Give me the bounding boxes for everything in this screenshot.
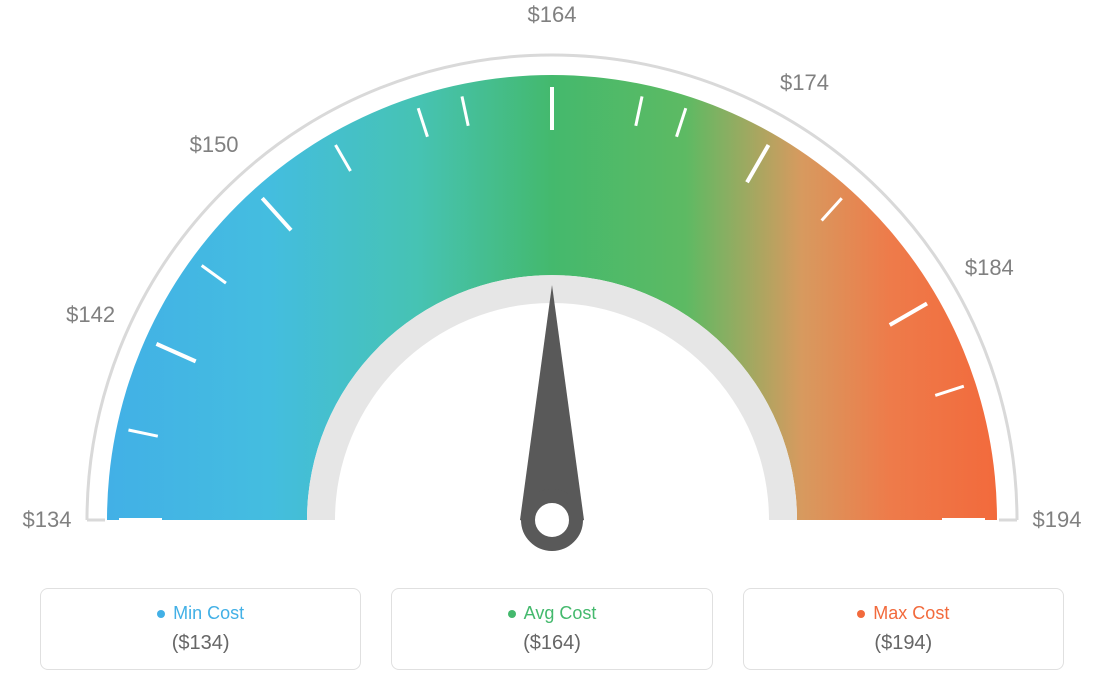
dot-icon bbox=[857, 610, 865, 618]
dot-icon bbox=[508, 610, 516, 618]
gauge-svg bbox=[0, 0, 1104, 570]
legend-card-min: Min Cost ($134) bbox=[40, 588, 361, 670]
gauge-tick-label: $164 bbox=[528, 2, 577, 28]
legend-label-min: Min Cost bbox=[157, 603, 244, 624]
gauge-tick-label: $194 bbox=[1033, 507, 1082, 533]
gauge-tick-label: $184 bbox=[965, 255, 1014, 281]
legend-label-max: Max Cost bbox=[857, 603, 949, 624]
legend-card-max: Max Cost ($194) bbox=[743, 588, 1064, 670]
gauge-chart: $134 $142 $150 $164 $174 $184 $194 bbox=[0, 0, 1104, 570]
cost-gauge-container: $134 $142 $150 $164 $174 $184 $194 Min Cost ($… bbox=[0, 0, 1104, 690]
legend-label-text: Max Cost bbox=[873, 603, 949, 624]
legend-row: Min Cost ($134) Avg Cost ($164) Max Cost… bbox=[0, 588, 1104, 670]
legend-value-max: ($194) bbox=[754, 632, 1053, 655]
gauge-tick-label: $134 bbox=[23, 507, 72, 533]
legend-value-avg: ($164) bbox=[402, 632, 701, 655]
gauge-tick-label: $174 bbox=[780, 70, 829, 96]
legend-label-text: Avg Cost bbox=[524, 603, 597, 624]
legend-label-avg: Avg Cost bbox=[508, 603, 597, 624]
gauge-tick-label: $150 bbox=[190, 132, 239, 158]
legend-value-min: ($134) bbox=[51, 632, 350, 655]
legend-label-text: Min Cost bbox=[173, 603, 244, 624]
gauge-tick-label: $142 bbox=[66, 302, 115, 328]
legend-card-avg: Avg Cost ($164) bbox=[391, 588, 712, 670]
dot-icon bbox=[157, 610, 165, 618]
